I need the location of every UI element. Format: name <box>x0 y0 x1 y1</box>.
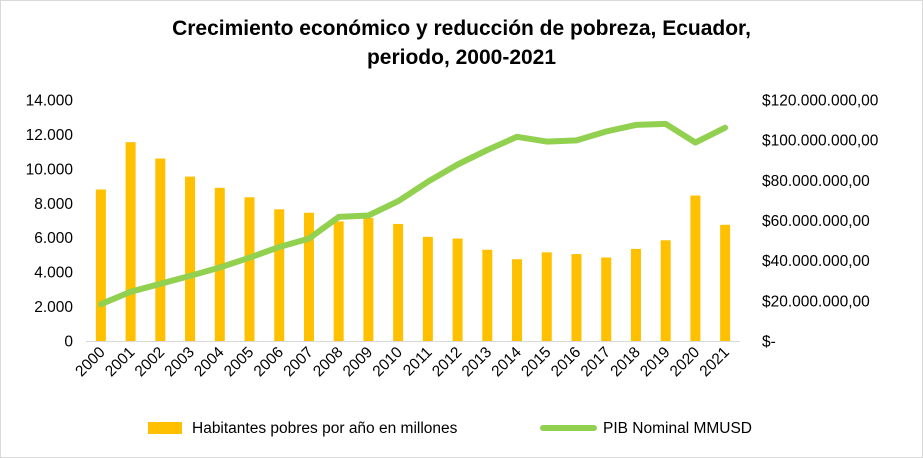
bar-2001 <box>125 142 136 341</box>
right-tick-label: $120.000.000,00 <box>762 93 879 110</box>
bar-2007 <box>303 212 314 341</box>
left-tick-label: 2.000 <box>34 299 73 316</box>
chart-title-line-1: Crecimiento económico y reducción de pob… <box>172 17 751 40</box>
x-axis-tick-labels: 2000200120022003200420052006200720082009… <box>72 344 733 381</box>
bar-2020 <box>690 195 701 341</box>
bar-2000 <box>95 189 106 341</box>
x-tick-label: 2004 <box>191 344 228 381</box>
left-tick-label: 8.000 <box>34 196 73 213</box>
right-tick-label: $40.000.000,00 <box>762 253 870 270</box>
bar-2014 <box>512 259 523 341</box>
legend-bar-label: Habitantes pobres por año en millones <box>192 420 458 437</box>
x-tick-label: 2013 <box>459 344 495 380</box>
x-tick-label: 2003 <box>161 344 197 380</box>
x-tick-label: 2016 <box>548 344 584 380</box>
legend-line-label: PIB Nominal MMUSD <box>603 420 752 437</box>
bar-2019 <box>660 240 671 341</box>
right-tick-label: $60.000.000,00 <box>762 213 870 230</box>
x-tick-label: 2006 <box>251 344 287 380</box>
x-tick-label: 2020 <box>667 344 704 381</box>
bar-2013 <box>482 249 493 341</box>
left-tick-label: 10.000 <box>26 161 74 178</box>
legend-bar-swatch <box>148 422 182 434</box>
bar-2002 <box>155 158 166 341</box>
x-tick-label: 2007 <box>280 344 316 380</box>
chart-title-line-2: periodo, 2000-2021 <box>366 46 557 69</box>
left-axis-tick-labels: 0 2.000 4.000 6.000 8.000 10.000 12.000 14.000 <box>26 93 74 351</box>
x-tick-label: 2005 <box>221 344 257 380</box>
bar-2017 <box>601 257 612 341</box>
left-tick-label: 14.000 <box>26 93 74 110</box>
x-tick-label: 2021 <box>697 344 733 380</box>
left-tick-label: 6.000 <box>34 230 73 247</box>
bar-2011 <box>422 236 433 341</box>
x-tick-label: 2001 <box>102 344 138 380</box>
chart-title: Crecimiento económico y reducción de pob… <box>0 14 923 72</box>
bar-2003 <box>185 176 196 341</box>
pib-line <box>97 120 729 308</box>
bar-2008 <box>333 221 344 341</box>
legend: Habitantes pobres por año en millones PIB… <box>148 420 752 437</box>
right-tick-label: $80.000.000,00 <box>762 173 870 190</box>
x-tick-label: 2017 <box>578 344 614 380</box>
right-axis-tick-labels: $- $20.000.000,00 $40.000.000,00 $60.000.00… <box>762 93 879 351</box>
x-tick-label: 2014 <box>488 344 525 381</box>
bar-2012 <box>452 238 463 341</box>
line-series <box>97 120 729 308</box>
bar-series <box>95 142 731 341</box>
right-tick-label: $20.000.000,00 <box>762 293 870 310</box>
bar-2006 <box>274 209 285 341</box>
bar-2021 <box>720 224 731 341</box>
x-tick-label: 2002 <box>132 344 168 380</box>
x-tick-label: 2009 <box>340 344 376 380</box>
x-tick-label: 2019 <box>637 344 673 380</box>
bar-2015 <box>541 252 552 341</box>
bar-2018 <box>630 248 641 341</box>
left-tick-label: 0 <box>64 334 73 351</box>
x-tick-label: 2008 <box>310 344 346 380</box>
left-tick-label: 12.000 <box>26 127 74 144</box>
x-tick-label: 2010 <box>370 344 407 381</box>
x-tick-label: 2012 <box>429 344 465 380</box>
left-tick-label: 4.000 <box>34 265 73 282</box>
x-tick-label: 2000 <box>72 344 109 381</box>
bar-2010 <box>393 223 404 341</box>
right-tick-label: $100.000.000,00 <box>762 133 879 150</box>
bar-2005 <box>244 197 255 341</box>
bar-2009 <box>363 217 374 341</box>
right-tick-label: $- <box>762 334 776 351</box>
x-tick-label: 2011 <box>400 344 436 380</box>
x-tick-label: 2015 <box>518 344 554 380</box>
bar-2016 <box>571 254 582 341</box>
x-tick-label: 2018 <box>607 344 643 380</box>
